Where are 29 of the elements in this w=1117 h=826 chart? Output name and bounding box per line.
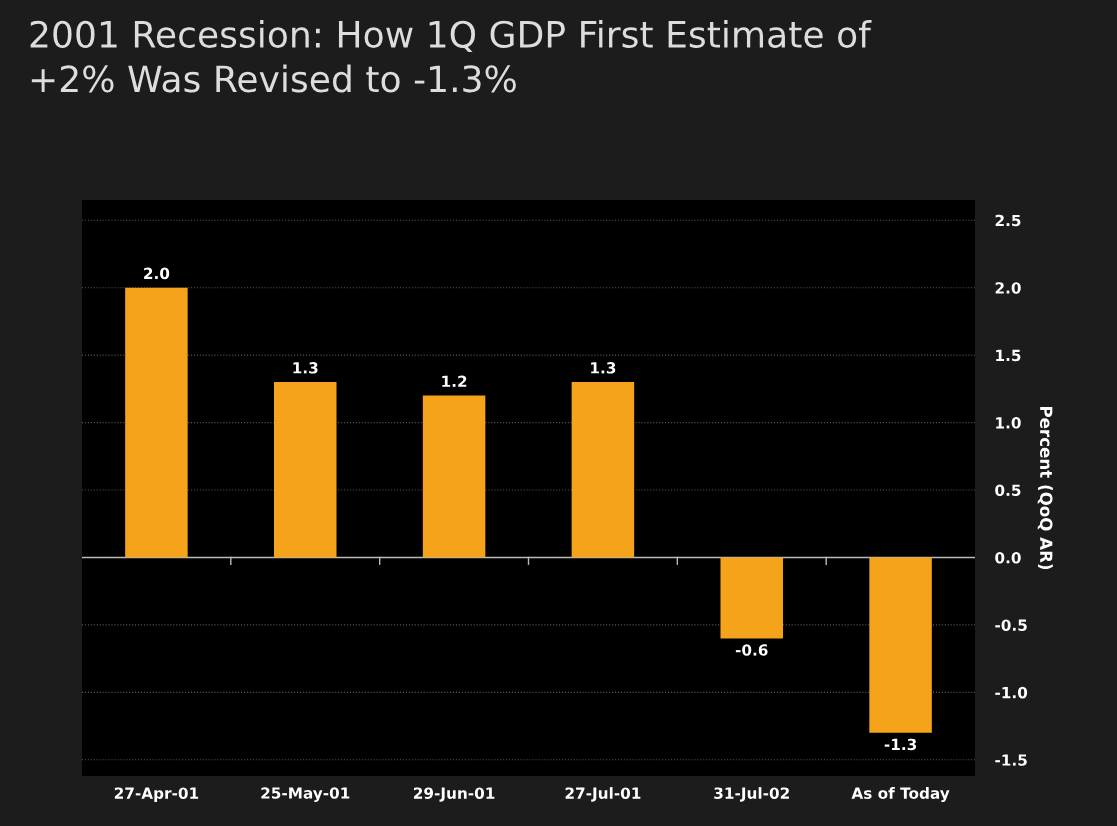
x-tick-label: As of Today bbox=[851, 787, 950, 803]
x-tick-label: 27-Jul-01 bbox=[565, 787, 641, 802]
data-label: 2.0 bbox=[144, 267, 170, 280]
y-tick-label: 1.5 bbox=[996, 349, 1021, 362]
x-tick-label: 25-May-01 bbox=[261, 787, 350, 802]
x-tick-label: 31-Jul-02 bbox=[714, 787, 789, 802]
bar bbox=[125, 287, 188, 558]
y-tick-label: 1.0 bbox=[996, 417, 1021, 429]
x-tick-label: 29-Jun-01 bbox=[413, 787, 495, 802]
chart-title: 2001 Recession: How 1Q GDP First Estimate of +2% Was Revised to -1.3% bbox=[30, 20, 872, 93]
bar bbox=[869, 557, 932, 733]
y-tick-label: -0.5 bbox=[995, 619, 1027, 631]
data-label: -1.3 bbox=[884, 738, 917, 751]
data-label: 1.3 bbox=[591, 362, 616, 374]
bar bbox=[274, 382, 337, 558]
y-axis-title: Percent (QoQ AR) bbox=[1037, 406, 1053, 570]
bar bbox=[571, 382, 635, 558]
bar bbox=[720, 557, 784, 639]
y-tick-label: 0.0 bbox=[995, 551, 1021, 564]
y-tick-label: 2.0 bbox=[995, 282, 1021, 294]
y-tick-label: 2.5 bbox=[995, 214, 1021, 227]
y-tick-label: 0.5 bbox=[995, 484, 1021, 497]
data-label: 1.2 bbox=[442, 375, 467, 387]
x-tick-label: 27-Apr-01 bbox=[114, 787, 199, 802]
bar bbox=[422, 395, 486, 558]
y-tick-label: -1.0 bbox=[995, 686, 1028, 699]
data-label: -0.6 bbox=[735, 644, 768, 656]
data-label: 1.3 bbox=[293, 362, 318, 374]
y-tick-label: -1.5 bbox=[995, 754, 1027, 766]
